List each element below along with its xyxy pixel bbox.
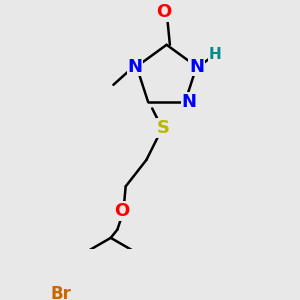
Text: N: N — [189, 58, 204, 76]
Text: H: H — [208, 47, 221, 62]
Text: O: O — [157, 3, 172, 21]
Text: Br: Br — [50, 285, 71, 300]
Text: N: N — [182, 93, 197, 111]
Text: N: N — [128, 58, 142, 76]
Text: O: O — [114, 202, 129, 220]
Text: S: S — [157, 119, 169, 137]
